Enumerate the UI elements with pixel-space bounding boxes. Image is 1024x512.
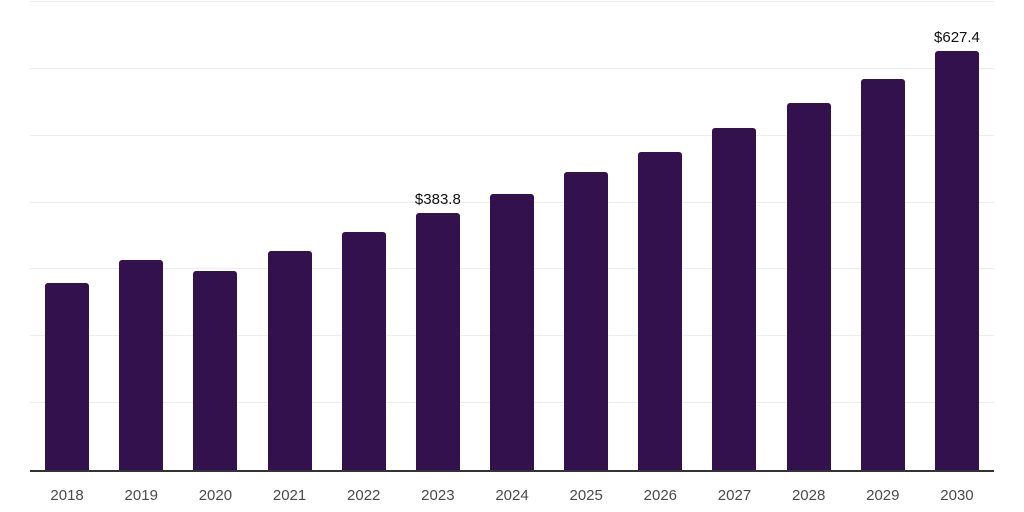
bar-2018: [45, 282, 90, 470]
x-tick-2028: 2028: [791, 486, 826, 504]
bar-2020: [193, 270, 238, 470]
bar-slot-2025: [549, 2, 623, 470]
bar-2029: [860, 78, 905, 470]
bar-slot-2019: [104, 2, 178, 470]
bar-2023: [415, 213, 460, 470]
bar-2019: [119, 260, 164, 470]
bar-2021: [267, 250, 312, 470]
bar-2030: [934, 50, 979, 470]
gridline-700: [30, 1, 994, 2]
bar-slot-2018: [30, 2, 104, 470]
bar-2027: [712, 127, 757, 470]
x-tick-2030: 2030: [940, 486, 974, 504]
bar-slot-2022: [327, 2, 401, 470]
data-label-2030: $627.4: [934, 28, 980, 46]
bar-2028: [786, 102, 831, 470]
data-label-2023: $383.8: [414, 191, 461, 209]
bar-slot-2021: [252, 2, 326, 470]
bar-2025: [564, 172, 609, 470]
plot-area: $383.8 $627.4: [30, 1, 994, 472]
x-tick-2020: 2020: [198, 486, 233, 504]
bar-slot-2020: [178, 2, 252, 470]
bars: $383.8 $627.4: [30, 2, 994, 470]
x-tick-2026: 2026: [643, 486, 678, 504]
bar-slot-2026: [623, 2, 697, 470]
x-axis-labels: 2018 2019 2020 2021 2022 2023 2024 2025 2026 2027…: [30, 470, 994, 512]
x-tick-2022: 2022: [347, 486, 381, 504]
bar-2024: [490, 194, 535, 470]
x-tick-2018: 2018: [50, 486, 84, 504]
bar-2022: [341, 232, 386, 470]
x-tick-2023: 2023: [421, 486, 455, 504]
x-tick-2029: 2029: [866, 486, 900, 504]
bar-slot-2023: $383.8: [401, 2, 475, 470]
x-tick-2019: 2019: [124, 486, 158, 504]
bar-slot-2028: [772, 2, 846, 470]
x-tick-2021: 2021: [272, 486, 307, 504]
x-tick-2027: 2027: [717, 486, 752, 504]
bar-slot-2030: $627.4: [920, 2, 994, 470]
bar-slot-2029: [846, 2, 920, 470]
bar-slot-2027: [697, 2, 771, 470]
gridline-500: [30, 134, 994, 136]
x-tick-2024: 2024: [495, 486, 529, 504]
gridline-600: [30, 67, 994, 69]
x-tick-2025: 2025: [569, 486, 603, 504]
x-axis-line: [30, 470, 994, 472]
bar-2026: [638, 151, 683, 470]
bar-slot-2024: [475, 2, 549, 470]
